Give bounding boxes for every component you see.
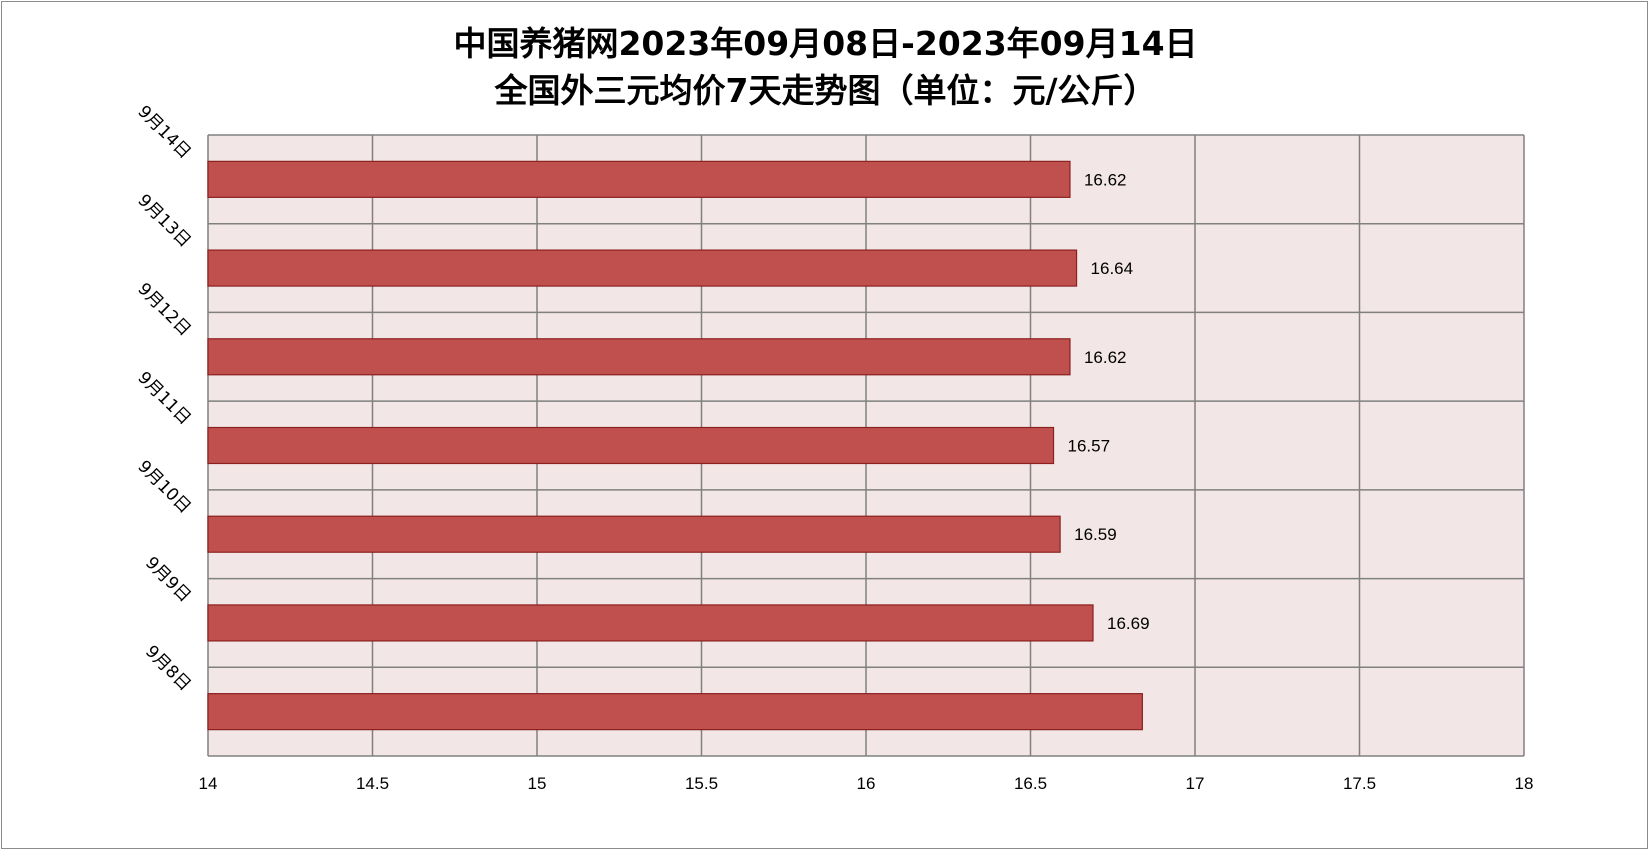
bar [207, 515, 1061, 553]
bar [207, 693, 1143, 731]
data-label: 16.62 [1084, 348, 1127, 367]
data-label: 16.59 [1074, 525, 1117, 544]
x-tick-label: 17.5 [1343, 774, 1376, 793]
bar [207, 338, 1071, 376]
category-label: 9月9日 [141, 553, 194, 606]
bar [207, 160, 1071, 198]
x-tick-label: 17 [1186, 774, 1205, 793]
category-label: 9月12日 [133, 279, 194, 340]
category-label: 9月10日 [133, 457, 194, 518]
bar [207, 249, 1078, 287]
x-tick-label: 14 [199, 774, 218, 793]
data-label: 16.62 [1084, 170, 1127, 189]
data-label: 16.64 [1091, 259, 1134, 278]
data-label: 16.69 [1107, 614, 1150, 633]
category-label: 9月14日 [133, 102, 194, 163]
x-tick-label: 16 [857, 774, 876, 793]
x-tick-label: 15 [528, 774, 547, 793]
category-label: 9月8日 [141, 642, 194, 695]
chart-title-line2: 全国外三元均价7天走势图（单位：元/公斤） [494, 71, 1157, 110]
category-label: 9月13日 [133, 190, 194, 251]
category-label: 9月11日 [133, 368, 194, 429]
x-tick-label: 14.5 [356, 774, 389, 793]
chart-title-line1: 中国养猪网2023年09月08日-2023年09月14日 [453, 24, 1198, 63]
data-label: 16.57 [1068, 437, 1111, 456]
bar [207, 426, 1055, 465]
x-tick-label: 16.5 [1014, 774, 1047, 793]
x-tick-label: 15.5 [685, 774, 718, 793]
bar [207, 604, 1094, 642]
x-tick-label: 18 [1515, 774, 1534, 793]
